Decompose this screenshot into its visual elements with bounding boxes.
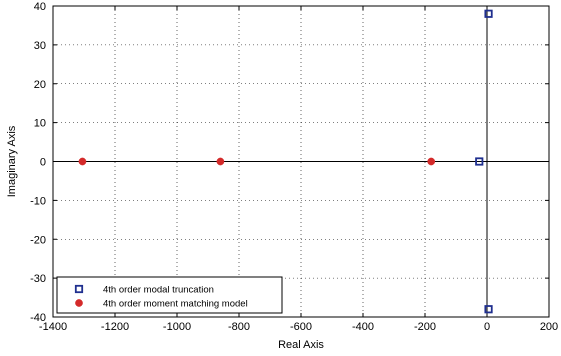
axis-ticks <box>52 5 550 318</box>
y-tick-label: 10 <box>34 118 46 130</box>
x-tick-label: -1200 <box>101 321 129 333</box>
moment-matching-pole-marker <box>78 157 87 166</box>
moment-matching-pole-marker <box>427 157 436 166</box>
x-tick-label: -400 <box>352 321 374 333</box>
reference-lines <box>53 6 549 317</box>
legend-symbol-modal-truncation <box>74 284 84 294</box>
x-tick-label: 0 <box>484 321 490 333</box>
y-tick-label: -20 <box>30 234 46 246</box>
modal-truncation-pole-marker <box>484 305 493 314</box>
moment-matching-pole-marker <box>216 157 225 166</box>
modal-truncation-pole-marker <box>484 9 493 18</box>
legend: 4th order modal truncation 4th order mom… <box>56 276 283 314</box>
x-tick-label: -600 <box>290 321 312 333</box>
data-markers <box>78 9 493 314</box>
y-tick-label: 0 <box>40 157 46 169</box>
legend-circle-marker <box>75 299 83 307</box>
legend-square-marker <box>74 284 84 294</box>
modal-truncation-pole-marker <box>475 157 484 166</box>
y-tick-label: -10 <box>30 195 46 207</box>
legend-box <box>56 276 283 314</box>
x-tick-label: -1000 <box>163 321 191 333</box>
x-axis-title: Real Axis <box>278 339 324 351</box>
x-tick-label: -800 <box>228 321 250 333</box>
y-axis-title: Imaginary Axis <box>6 125 18 197</box>
y-tick-label: 20 <box>34 79 46 91</box>
y-tick-labels: -40 -30 -20 -10 0 10 20 30 40 <box>30 1 46 324</box>
y-tick-label: 30 <box>34 40 46 52</box>
y-tick-label: -30 <box>30 273 46 285</box>
legend-label-moment-matching: 4th order moment matching model <box>103 299 248 310</box>
x-tick-labels: -1400 -1200 -1000 -800 -600 -400 -200 0 200 <box>39 321 558 333</box>
y-tick-label: 40 <box>34 1 46 13</box>
x-tick-label: -1400 <box>39 321 67 333</box>
x-tick-label: -200 <box>414 321 436 333</box>
y-tick-label: -40 <box>30 312 46 324</box>
x-tick-label: 200 <box>540 321 558 333</box>
legend-symbol-moment-matching <box>75 299 83 307</box>
legend-label-modal-truncation: 4th order modal truncation <box>103 285 214 296</box>
